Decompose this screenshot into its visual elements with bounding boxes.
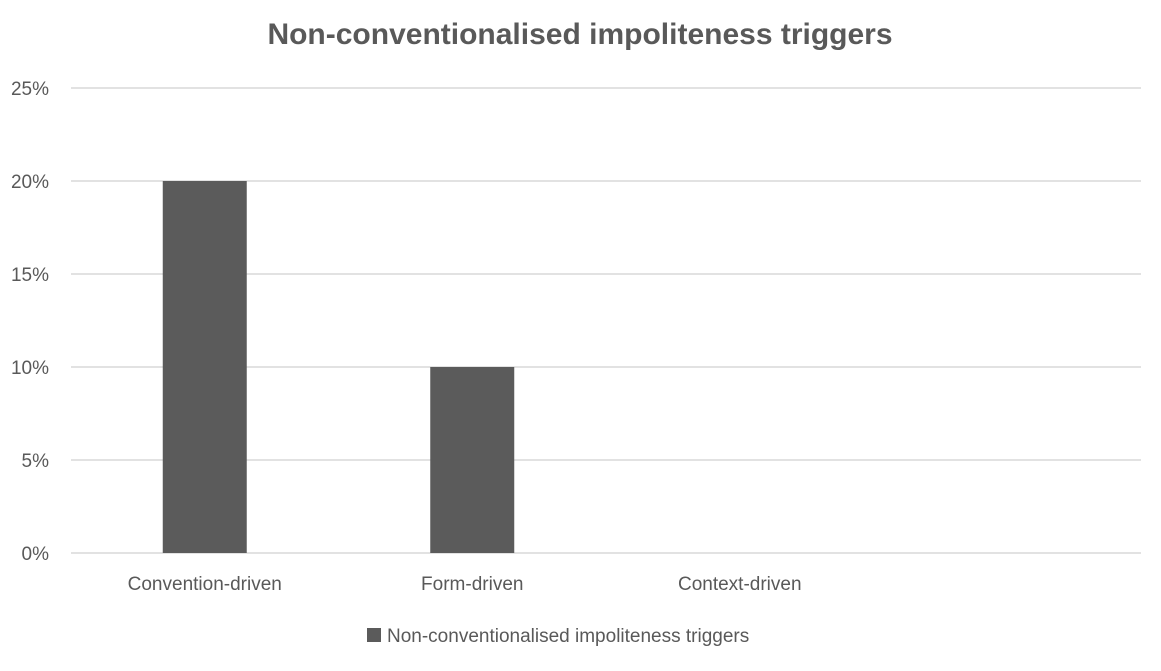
- y-tick-label-5: 5%: [22, 451, 50, 472]
- y-tick-label-20: 20%: [11, 172, 49, 193]
- bar-form-driven: [430, 367, 515, 553]
- gridlines: [71, 87, 1141, 554]
- bars: [162, 181, 515, 553]
- y-tick-label-25: 25%: [11, 79, 49, 100]
- legend-swatch: [367, 628, 381, 642]
- x-tick-label-convention-driven: Convention-driven: [128, 574, 282, 595]
- y-tick-label-10: 10%: [11, 358, 49, 379]
- y-tick-label-0: 0%: [22, 544, 50, 565]
- legend: Non-conventionalised impoliteness trigge…: [367, 626, 749, 647]
- x-tick-label-context-driven: Context-driven: [678, 574, 802, 595]
- chart-title: Non-conventionalised impoliteness trigge…: [267, 18, 892, 51]
- y-axis-ticks: 0% 5% 10% 15% 20% 25%: [11, 79, 49, 565]
- legend-label: Non-conventionalised impoliteness trigge…: [387, 626, 749, 647]
- x-axis-labels: Convention-driven Form-driven Context-driv…: [128, 574, 802, 595]
- bar-convention-driven: [162, 181, 247, 553]
- x-tick-label-form-driven: Form-driven: [421, 574, 523, 595]
- y-tick-label-15: 15%: [11, 265, 49, 286]
